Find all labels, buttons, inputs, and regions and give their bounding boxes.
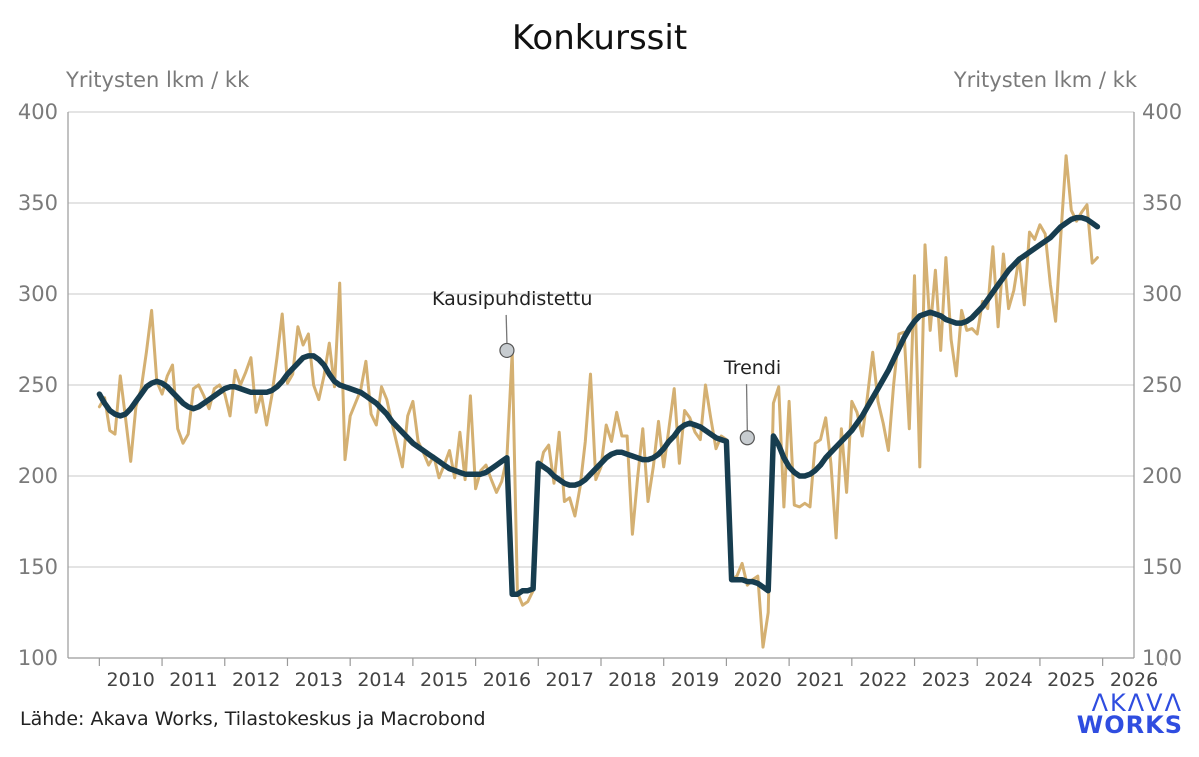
x-tick-2016: 2016 [483, 669, 531, 691]
y-tick-right-350: 350 [1142, 191, 1182, 215]
x-tick-2019: 2019 [671, 669, 719, 691]
source-note: Lähde: Akava Works, Tilastokeskus ja Mac… [20, 708, 486, 730]
chart-title: Konkurssit [511, 18, 688, 58]
y-tick-right-100: 100 [1142, 646, 1182, 670]
logo-line-2: WORKS [1076, 711, 1183, 739]
x-tick-2013: 2013 [295, 669, 343, 691]
annotation-label-trendi: Trendi [723, 357, 781, 379]
x-tick-2015: 2015 [420, 669, 468, 691]
y-tick-right-300: 300 [1142, 282, 1182, 306]
akava-works-logo: ΛKΛVΛ WORKS [1076, 689, 1183, 739]
x-tick-2020: 2020 [734, 669, 782, 691]
x-tick-2024: 2024 [984, 669, 1032, 691]
annotation-leader-trendi [745, 384, 748, 431]
series-line-kausipuhdistettu [97, 154, 1099, 649]
series-line-trendi [96, 214, 1101, 598]
y-tick-right-150: 150 [1142, 555, 1182, 579]
x-tick-2022: 2022 [859, 669, 907, 691]
y-tick-left-350: 350 [18, 191, 58, 215]
y-tick-left-200: 200 [18, 464, 58, 488]
y-tick-left-150: 150 [18, 555, 58, 579]
y-tick-left-300: 300 [18, 282, 58, 306]
y-tick-right-250: 250 [1142, 373, 1182, 397]
x-tick-2017: 2017 [545, 669, 593, 691]
x-tick-2025: 2025 [1047, 669, 1095, 691]
x-tick-2018: 2018 [608, 669, 656, 691]
x-tick-2023: 2023 [922, 669, 970, 691]
y-tick-left-400: 400 [18, 100, 58, 124]
y-tick-right-200: 200 [1142, 464, 1182, 488]
annotation-label-kausipuhdistettu: Kausipuhdistettu [432, 288, 592, 310]
y-tick-left-250: 250 [18, 373, 58, 397]
x-tick-2011: 2011 [169, 669, 217, 691]
x-tick-2012: 2012 [232, 669, 280, 691]
x-tick-2026: 2026 [1110, 669, 1158, 691]
y-tick-right-400: 400 [1142, 100, 1182, 124]
y-tick-left-100: 100 [18, 646, 58, 670]
x-tick-2021: 2021 [796, 669, 844, 691]
y-axis-label-left: Yritysten lkm / kk [66, 68, 250, 92]
x-tick-2010: 2010 [107, 669, 155, 691]
x-tick-2014: 2014 [357, 669, 405, 691]
axes: 100 100 150 150 200 200 250 250 300 300 350 350 400 4… [18, 100, 1182, 691]
logo-line-1: ΛKΛVΛ [1091, 689, 1183, 717]
annotation-marker-kausipuhdistettu [499, 342, 515, 359]
annotation-leader-kausipuhdistettu [505, 314, 508, 344]
series-lines [96, 154, 1101, 649]
annotation-marker-trendi [739, 430, 755, 446]
y-axis-label-right: Yritysten lkm / kk [953, 68, 1137, 92]
annotations: Kausipuhdistettu Trendi [432, 288, 781, 446]
